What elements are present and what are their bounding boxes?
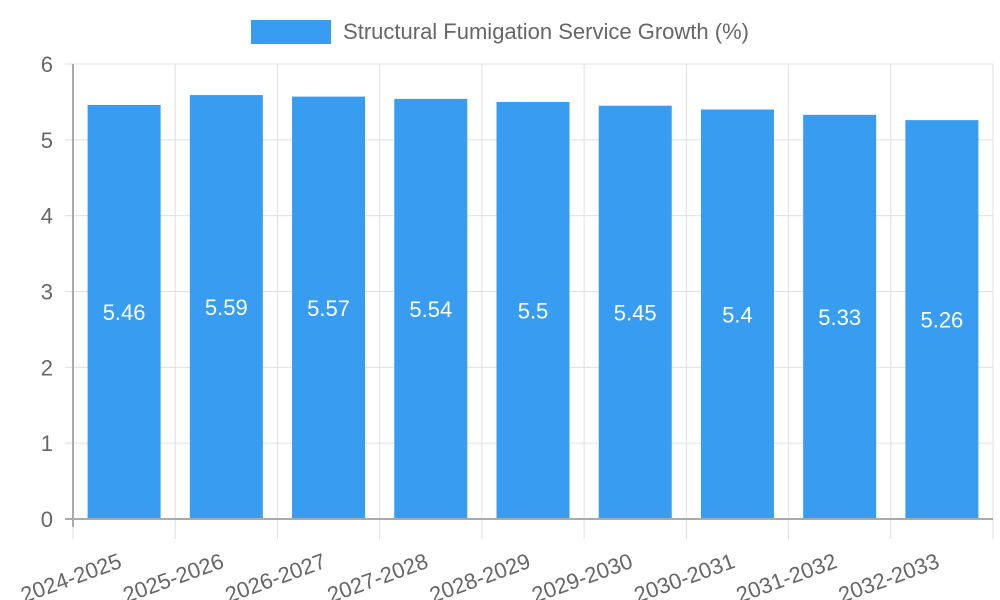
- y-tick-label: 6: [41, 52, 53, 77]
- bar-value-label: 5.45: [614, 300, 657, 325]
- bar[interactable]: [700, 109, 774, 520]
- bar[interactable]: [496, 101, 570, 520]
- x-tick-label: 2024-2025: [17, 548, 124, 600]
- y-tick-label: 3: [41, 280, 53, 305]
- y-tick-label: 5: [41, 128, 53, 153]
- bar-value-label: 5.57: [307, 296, 350, 321]
- bar-value-label: 5.46: [103, 300, 146, 325]
- x-tick-label: 2031-2032: [733, 548, 840, 600]
- bar[interactable]: [905, 120, 979, 519]
- bar-value-label: 5.26: [920, 308, 963, 333]
- y-tick-label: 1: [41, 431, 53, 456]
- bar-value-label: 5.4: [722, 302, 753, 327]
- x-tick-label: 2026-2027: [222, 548, 329, 600]
- bar[interactable]: [189, 95, 263, 519]
- y-tick-label: 0: [41, 507, 53, 532]
- legend-swatch[interactable]: [251, 20, 332, 44]
- bar-value-label: 5.33: [818, 305, 861, 330]
- y-tick-label: 4: [41, 204, 53, 229]
- bar[interactable]: [87, 104, 161, 519]
- legend-label: Structural Fumigation Service Growth (%): [343, 19, 749, 44]
- bar[interactable]: [394, 98, 468, 519]
- chart-legend: Structural Fumigation Service Growth (%): [0, 19, 1000, 45]
- x-tick-label: 2028-2029: [426, 548, 533, 600]
- y-tick-label: 2: [41, 355, 53, 380]
- x-tick-label: 2025-2026: [120, 548, 227, 600]
- bar[interactable]: [598, 105, 672, 519]
- x-tick-label: 2029-2030: [528, 548, 635, 600]
- x-tick-label: 2027-2028: [324, 548, 431, 600]
- bar-value-label: 5.54: [409, 297, 452, 322]
- bar-value-label: 5.5: [518, 298, 549, 323]
- bar[interactable]: [803, 114, 877, 519]
- x-tick-label: 2030-2031: [631, 548, 738, 600]
- bar-value-label: 5.59: [205, 295, 248, 320]
- x-tick-label: 2032-2033: [835, 548, 942, 600]
- bar[interactable]: [292, 96, 366, 519]
